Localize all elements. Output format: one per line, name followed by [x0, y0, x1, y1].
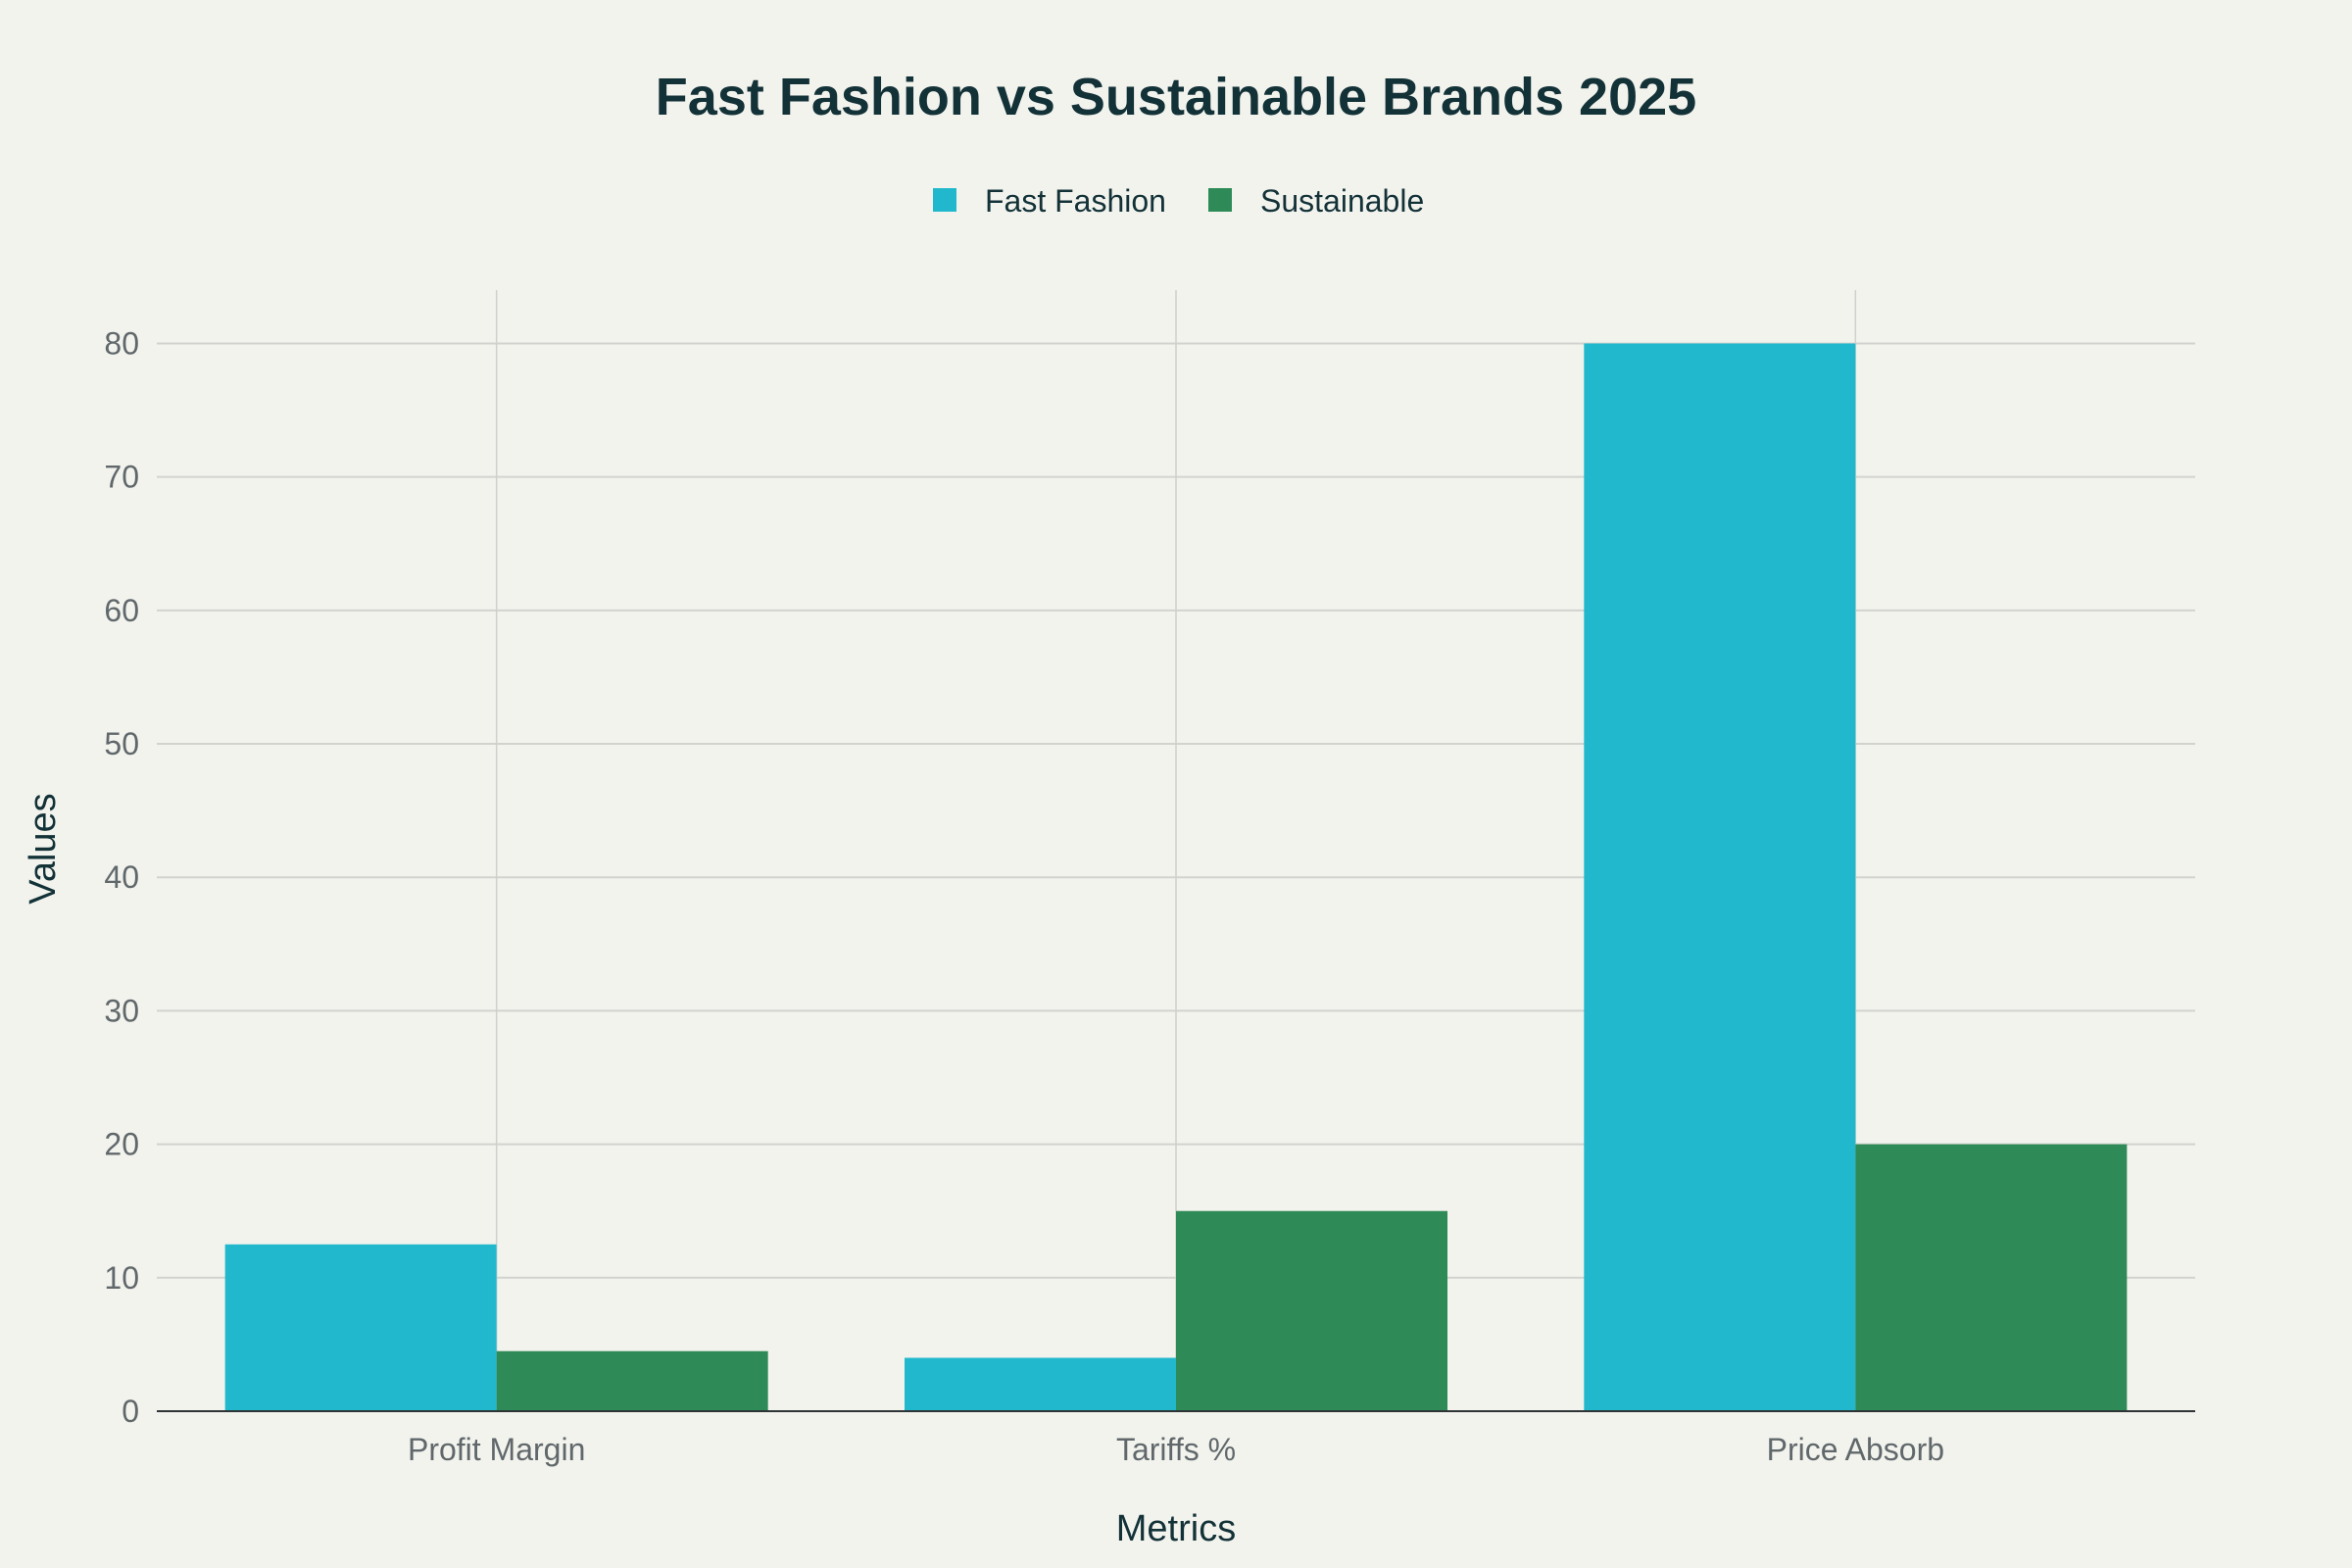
legend-label-fast-fashion: Fast Fashion — [985, 183, 1166, 219]
y-tick-label: 60 — [104, 593, 139, 628]
y-tick-label: 70 — [104, 460, 139, 495]
chart-title: Fast Fashion vs Sustainable Brands 2025 — [656, 68, 1696, 126]
x-tick-label: Profit Margin — [408, 1432, 585, 1467]
x-tick-label: Tariffs % — [1116, 1432, 1236, 1467]
y-tick-label: 10 — [104, 1260, 139, 1296]
bar-sustainable-profit-margin — [496, 1350, 768, 1411]
x-tick-label: Price Absorb — [1767, 1432, 1944, 1467]
legend-swatch-sustainable — [1208, 188, 1232, 212]
legend-label-sustainable: Sustainable — [1260, 183, 1424, 219]
bar-fast-fashion-tariffs — [905, 1357, 1176, 1411]
legend-swatch-fast-fashion — [933, 188, 956, 212]
bar-fast-fashion-price-absorb — [1584, 343, 1856, 1411]
bar-sustainable-tariffs — [1176, 1210, 1447, 1411]
y-tick-label: 80 — [104, 325, 139, 361]
x-axis-title: Metrics — [1116, 1508, 1236, 1549]
y-axis-title: Values — [23, 793, 64, 904]
y-tick-label: 0 — [122, 1394, 139, 1429]
y-tick-label: 50 — [104, 726, 139, 761]
y-tick-label: 20 — [104, 1127, 139, 1162]
bars — [224, 343, 2128, 1411]
y-tick-label: 30 — [104, 993, 139, 1028]
legend: Fast Fashion Sustainable — [933, 183, 1424, 219]
bar-fast-fashion-profit-margin — [224, 1244, 497, 1411]
y-tick-label: 40 — [104, 859, 139, 895]
bar-sustainable-price-absorb — [1855, 1144, 2128, 1411]
axes: 0 10 20 30 40 50 60 70 80 Profit Margin Tariffs % P… — [104, 325, 2195, 1467]
